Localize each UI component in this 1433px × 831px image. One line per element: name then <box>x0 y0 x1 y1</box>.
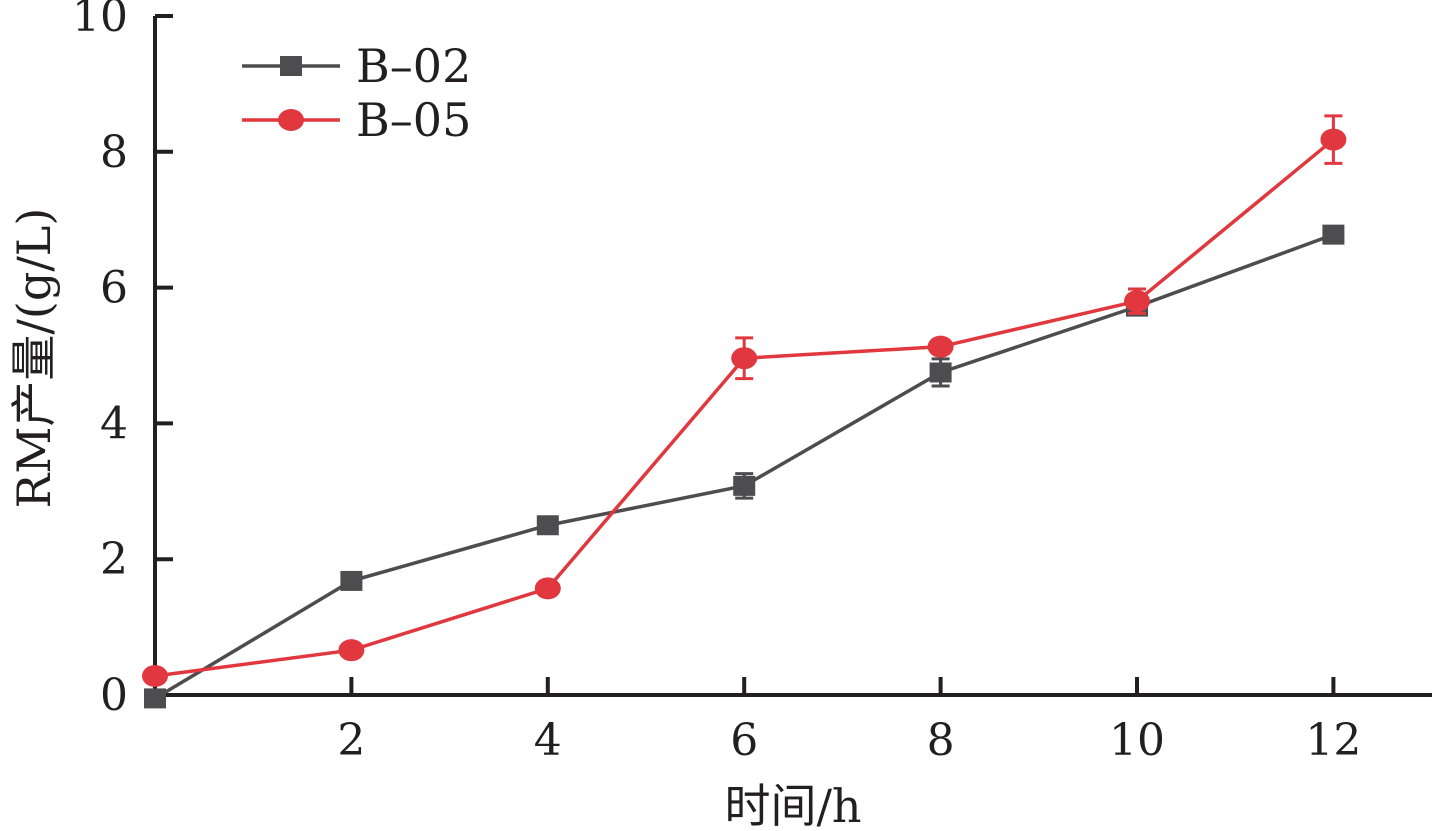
series-1 <box>144 224 1345 709</box>
x-ticks: 2 4 6 8 10 12 <box>337 677 1361 766</box>
data-point <box>536 515 559 536</box>
x-tick-label: 10 <box>1109 715 1165 766</box>
x-tick-label: 6 <box>730 715 758 766</box>
series-line <box>154 232 1335 700</box>
x-tick-label: 4 <box>534 715 562 766</box>
legend-label: B–05 <box>356 93 471 147</box>
data-point <box>144 688 166 709</box>
x-tick-label: 8 <box>927 715 955 766</box>
data-point <box>1322 224 1345 245</box>
data-point <box>1320 128 1347 151</box>
data-point <box>731 347 758 370</box>
series-2 <box>142 114 1347 687</box>
data-point <box>733 475 756 496</box>
x-tick-label: 2 <box>337 715 365 766</box>
y-tick-label: 8 <box>100 127 128 178</box>
legend-marker <box>280 56 302 76</box>
legend-label: B–02 <box>356 39 471 93</box>
legend: B–02B–05 <box>242 39 471 147</box>
x-axis-title: 时间/h <box>724 779 861 831</box>
data-point <box>142 664 168 687</box>
series-layer <box>142 114 1347 709</box>
y-tick-label: 10 <box>72 0 128 42</box>
legend-marker <box>278 109 304 131</box>
legend-item-2: B–05 <box>242 93 471 147</box>
data-point <box>340 570 363 591</box>
y-axis-title: RM产量/(g/L) <box>7 208 61 509</box>
series-line <box>154 138 1335 678</box>
data-point <box>1124 290 1150 313</box>
axes <box>153 16 1432 697</box>
x-tick-label: 12 <box>1305 715 1361 766</box>
legend-item-1: B–02 <box>242 39 471 93</box>
y-tick-label: 0 <box>100 670 128 721</box>
y-tick-label: 2 <box>100 534 128 585</box>
data-point <box>927 335 954 358</box>
y-ticks: 0 2 4 6 8 10 <box>72 0 173 721</box>
data-point <box>338 639 365 662</box>
y-tick-label: 6 <box>100 263 128 314</box>
data-point <box>929 362 952 383</box>
data-point <box>534 577 561 600</box>
y-tick-label: 4 <box>100 398 128 449</box>
